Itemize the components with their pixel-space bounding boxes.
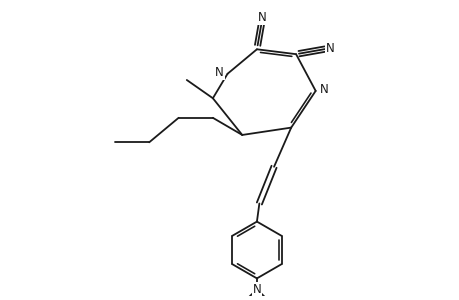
Text: N: N xyxy=(325,42,334,55)
Text: N: N xyxy=(257,11,266,25)
Text: N: N xyxy=(215,66,224,79)
Text: N: N xyxy=(252,283,261,296)
Text: N: N xyxy=(319,83,328,96)
